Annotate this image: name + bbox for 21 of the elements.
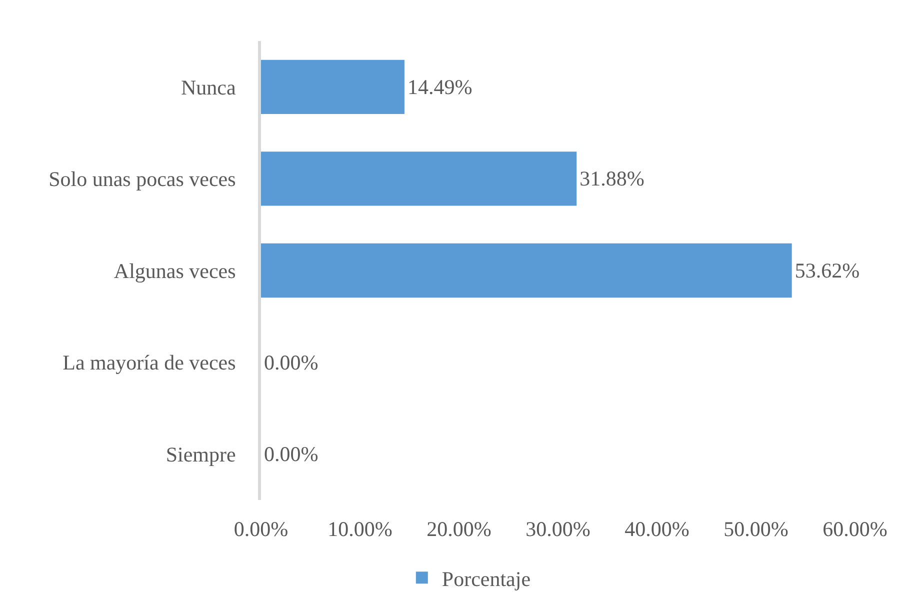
- x-tick-label: 30.00%: [526, 517, 590, 541]
- x-tick-label: 40.00%: [624, 517, 690, 541]
- bar: [261, 243, 792, 298]
- data-label: 31.88%: [580, 166, 644, 191]
- x-tick-label: 10.00%: [328, 517, 392, 541]
- x-tick-label: 20.00%: [426, 517, 492, 541]
- y-tick-label: La mayoría de veces: [62, 350, 236, 375]
- legend-label: Porcentaje: [442, 566, 531, 591]
- y-tick-label: Nunca: [180, 75, 236, 100]
- x-tick-label: 50.00%: [724, 517, 788, 541]
- x-tick-label: 0.00%: [234, 517, 288, 541]
- data-label: 0.00%: [264, 442, 318, 466]
- data-label: 53.62%: [794, 258, 860, 282]
- x-tick-label: 60.00%: [822, 517, 888, 541]
- bar: [261, 60, 404, 114]
- y-tick-label: Algunas veces: [114, 258, 236, 283]
- data-label: 14.49%: [407, 74, 472, 99]
- y-tick-label: Solo unas pocas veces: [48, 167, 236, 192]
- bar: [261, 152, 577, 206]
- y-tick-label: Siempre: [166, 442, 236, 466]
- data-label: 0.00%: [264, 350, 318, 374]
